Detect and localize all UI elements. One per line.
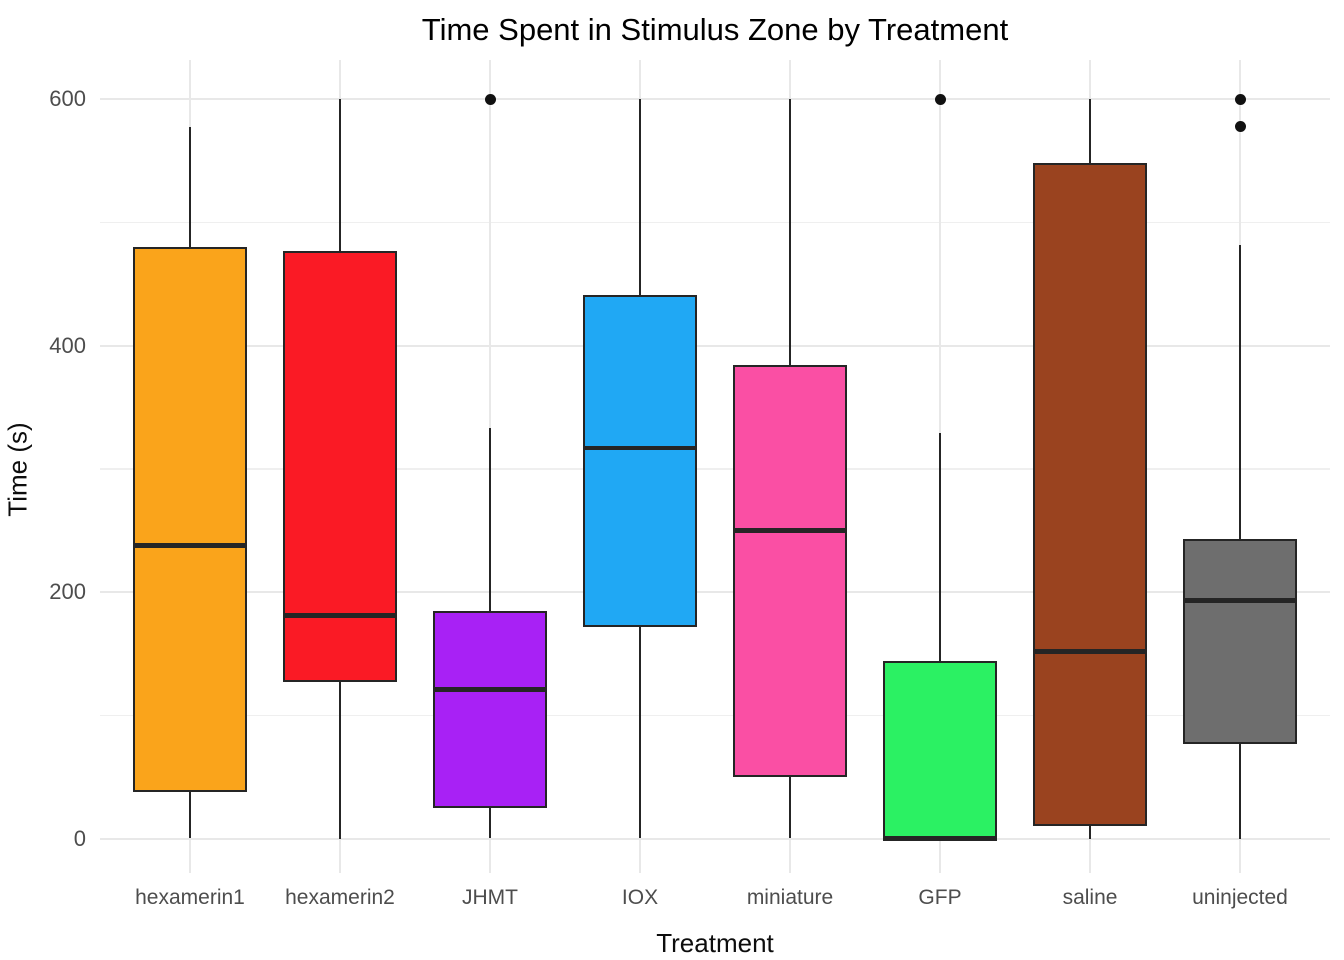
median-miniature	[733, 528, 847, 533]
median-hexamerin1	[133, 543, 247, 548]
median-JHMT	[433, 687, 547, 692]
whisker-upper-hexamerin1	[188, 126, 192, 248]
x-tick-label-JHMT: JHMT	[462, 886, 518, 909]
y-tick-label: 0	[73, 825, 86, 851]
outlier-dot-uninjected	[1234, 121, 1246, 133]
median-IOX	[583, 445, 697, 451]
whisker-upper-JHMT	[488, 428, 492, 611]
x-tick-label-IOX: IOX	[621, 886, 659, 909]
outlier-dot-GFP	[934, 93, 946, 105]
x-tick-label-uninjected: uninjected	[1192, 886, 1288, 909]
whisker-upper-miniature	[788, 99, 792, 366]
box-hexamerin2	[283, 250, 397, 683]
box-saline	[1033, 163, 1147, 827]
whisker-lower-saline	[1088, 826, 1092, 839]
whisker-lower-miniature	[788, 776, 792, 839]
y-tick-label: 200	[49, 579, 86, 605]
box-IOX	[583, 295, 697, 627]
y-axis-title: Time (s)	[2, 422, 33, 517]
major-gridline	[100, 591, 1330, 594]
y-tick-label: 400	[49, 332, 86, 358]
x-axis-title: Treatment	[656, 928, 774, 958]
x-tick-label-saline: saline	[1062, 886, 1118, 909]
box-miniature	[733, 365, 847, 777]
box-GFP	[883, 661, 997, 839]
median-uninjected	[1183, 598, 1297, 604]
box-hexamerin1	[133, 247, 247, 792]
whisker-upper-IOX	[638, 99, 642, 296]
whisker-lower-hexamerin1	[188, 791, 192, 839]
outlier-dot-uninjected	[1234, 93, 1246, 105]
whisker-lower-hexamerin2	[338, 682, 342, 839]
minor-gridline	[100, 221, 1330, 224]
box-uninjected	[1183, 539, 1297, 744]
whisker-lower-JHMT	[488, 807, 492, 839]
major-gridline	[100, 837, 1330, 840]
major-gridline	[100, 98, 1330, 101]
median-hexamerin2	[283, 613, 397, 618]
x-tick-label-GFP: GFP	[918, 886, 962, 909]
x-tick-label-miniature: miniature	[746, 886, 834, 909]
minor-gridline	[100, 714, 1330, 717]
major-gridline	[100, 344, 1330, 347]
box-JHMT	[433, 610, 547, 808]
median-saline	[1033, 648, 1147, 654]
median-GFP	[883, 836, 997, 841]
x-tick-label-hexamerin2: hexamerin2	[285, 886, 395, 909]
chart-title: Time Spent in Stimulus Zone by Treatment	[421, 12, 1009, 47]
minor-gridline	[100, 468, 1330, 470]
outlier-dot-JHMT	[484, 93, 496, 105]
x-tick-label-hexamerin1: hexamerin1	[135, 886, 245, 909]
whisker-upper-GFP	[938, 433, 942, 662]
whisker-lower-uninjected	[1238, 743, 1242, 839]
whisker-upper-hexamerin2	[338, 99, 342, 251]
whisker-lower-IOX	[638, 626, 642, 839]
whisker-upper-uninjected	[1238, 244, 1242, 540]
whisker-upper-saline	[1088, 99, 1092, 164]
y-tick-label: 600	[49, 86, 86, 112]
